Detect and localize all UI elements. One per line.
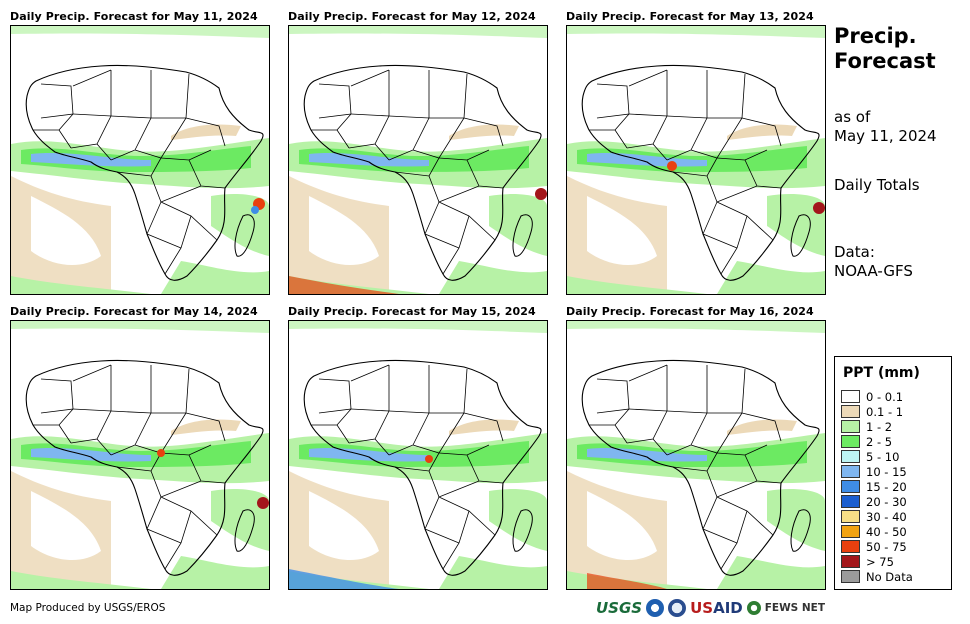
legend-item: 20 - 30	[841, 494, 907, 509]
legend-label: 30 - 40	[866, 509, 907, 524]
legend-item: 10 - 15	[841, 464, 907, 479]
usaid-logo-aid: AID	[713, 599, 743, 617]
side-title: Precip. Forecast	[834, 24, 936, 74]
legend-item: 50 - 75	[841, 539, 907, 554]
as-of-block: as of May 11, 2024	[834, 108, 937, 146]
as-of-label: as of	[834, 108, 871, 126]
legend-swatch	[841, 480, 860, 493]
usaid-logo: USAID	[690, 599, 743, 617]
legend-swatch	[841, 570, 860, 583]
legend-item: 0.1 - 1	[841, 404, 903, 419]
legend-item: 2 - 5	[841, 434, 892, 449]
forecast-map	[10, 25, 270, 295]
legend-label: > 75	[866, 554, 894, 569]
legend-swatch	[841, 525, 860, 538]
legend-label: 40 - 50	[866, 524, 907, 539]
legend-label: 15 - 20	[866, 479, 907, 494]
legend-item: > 75	[841, 554, 894, 569]
legend-item: 30 - 40	[841, 509, 907, 524]
legend-item: 5 - 10	[841, 449, 899, 464]
legend-swatch	[841, 420, 860, 433]
data-label: Data:	[834, 243, 875, 261]
data-source: NOAA-GFS	[834, 262, 913, 280]
legend-item: 1 - 2	[841, 419, 892, 434]
legend-label: 20 - 30	[866, 494, 907, 509]
legend-swatch	[841, 450, 860, 463]
legend-item: 40 - 50	[841, 524, 907, 539]
forecast-map	[566, 25, 826, 295]
legend-swatch	[841, 405, 860, 418]
legend-label: 2 - 5	[866, 434, 893, 449]
legend-label: 0 - 0.1	[866, 389, 904, 404]
forecast-map	[288, 320, 548, 590]
panel-title: Daily Precip. Forecast for May 13, 2024	[566, 10, 814, 23]
credit-text: Map Produced by USGS/EROS	[10, 602, 166, 614]
legend-label: 1 - 2	[866, 419, 893, 434]
legend-title: PPT (mm)	[843, 365, 920, 381]
panel-title: Daily Precip. Forecast for May 15, 2024	[288, 305, 536, 318]
legend-label: 0.1 - 1	[866, 404, 904, 419]
fews-net-logo: FEWS NET	[764, 602, 826, 614]
as-of-date: May 11, 2024	[834, 127, 937, 145]
usaid-logo-us: US	[690, 599, 714, 617]
state-seal-icon	[668, 599, 687, 617]
noaa-logo-icon	[646, 599, 665, 617]
panel-title: Daily Precip. Forecast for May 16, 2024	[566, 305, 814, 318]
legend-swatch	[841, 555, 860, 568]
fews-globe-icon	[746, 601, 761, 615]
legend-label: 50 - 75	[866, 539, 907, 554]
legend-swatch	[841, 435, 860, 448]
legend-item: 0 - 0.1	[841, 389, 903, 404]
forecast-map	[566, 320, 826, 590]
daily-totals-label: Daily Totals	[834, 176, 920, 194]
legend-swatch	[841, 390, 860, 403]
side-title-line1: Precip.	[834, 24, 917, 48]
legend-swatch	[841, 495, 860, 508]
legend-label: 10 - 15	[866, 464, 907, 479]
legend-label: No Data	[866, 569, 913, 584]
data-source-block: Data: NOAA-GFS	[834, 243, 913, 281]
partner-logos: USGS USAID FEWS NET	[596, 596, 825, 620]
legend-swatch	[841, 540, 860, 553]
panel-title: Daily Precip. Forecast for May 14, 2024	[10, 305, 258, 318]
legend-item: No Data	[841, 569, 913, 584]
panel-title: Daily Precip. Forecast for May 11, 2024	[10, 10, 258, 23]
usgs-logo: USGS	[596, 599, 643, 617]
forecast-map	[288, 25, 548, 295]
legend-swatch	[841, 510, 860, 523]
side-title-line2: Forecast	[834, 49, 936, 73]
forecast-map	[10, 320, 270, 590]
panel-title: Daily Precip. Forecast for May 12, 2024	[288, 10, 536, 23]
legend-item: 15 - 20	[841, 479, 907, 494]
legend-label: 5 - 10	[866, 449, 900, 464]
legend-swatch	[841, 465, 860, 478]
